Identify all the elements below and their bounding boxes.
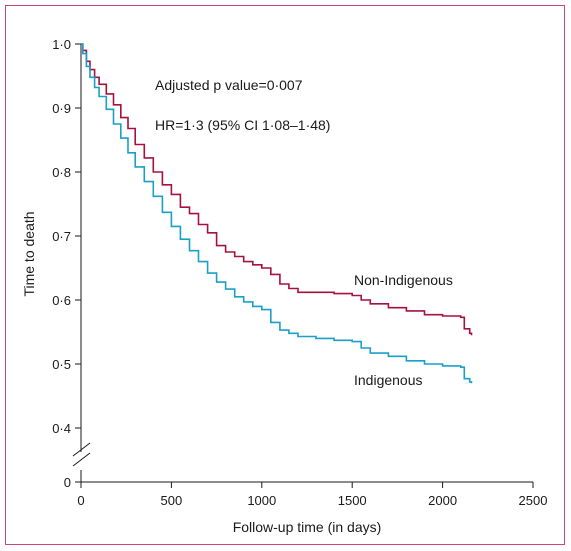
y-axis-title: Time to death bbox=[21, 211, 37, 296]
axis-break-mark-2 bbox=[72, 452, 91, 467]
y-tick-label: 0·6 bbox=[52, 293, 71, 308]
series-line-indigenous bbox=[81, 43, 473, 384]
legend-non-indigenous: Non-Indigenous bbox=[354, 272, 453, 288]
y-tick-label: 0·5 bbox=[52, 357, 71, 372]
y-origin-label: 0 bbox=[64, 475, 71, 490]
y-tick-label: 0·9 bbox=[52, 101, 71, 116]
x-tick-label: 2000 bbox=[428, 493, 457, 508]
figure-frame: 0 1·0 0·9 0·8 0·7 0·6 0·5 0·4 0 500 1000 1500 2000… bbox=[5, 5, 565, 545]
p-value-annotation: Adjusted p value=0·007 bbox=[155, 77, 303, 93]
x-tick-label: 2500 bbox=[519, 493, 548, 508]
series-line-non-indigenous bbox=[81, 43, 473, 336]
x-tick-label: 500 bbox=[161, 493, 183, 508]
km-chart: 0 1·0 0·9 0·8 0·7 0·6 0·5 0·4 0 500 1000 1500 2000… bbox=[21, 37, 547, 535]
x-tick-label: 0 bbox=[77, 493, 84, 508]
y-ticks: 1·0 0·9 0·8 0·7 0·6 0·5 0·4 bbox=[52, 37, 81, 436]
x-axis-title: Follow-up time (in days) bbox=[233, 519, 382, 535]
y-tick-label: 0·7 bbox=[52, 229, 71, 244]
y-tick-label: 0·8 bbox=[52, 165, 71, 180]
y-tick-label: 0·4 bbox=[52, 421, 71, 436]
legend-indigenous: Indigenous bbox=[354, 372, 423, 388]
y-tick-label: 1·0 bbox=[52, 37, 71, 52]
x-tick-label: 1500 bbox=[338, 493, 367, 508]
x-tick-label: 1000 bbox=[247, 493, 276, 508]
x-ticks: 0 500 1000 1500 2000 2500 bbox=[77, 482, 547, 508]
series-layer bbox=[81, 43, 473, 384]
hazard-ratio-annotation: HR=1·3 (95% CI 1·08–1·48) bbox=[155, 117, 330, 133]
axes: 0 bbox=[64, 44, 533, 490]
axis-break-mark-1 bbox=[72, 442, 91, 457]
